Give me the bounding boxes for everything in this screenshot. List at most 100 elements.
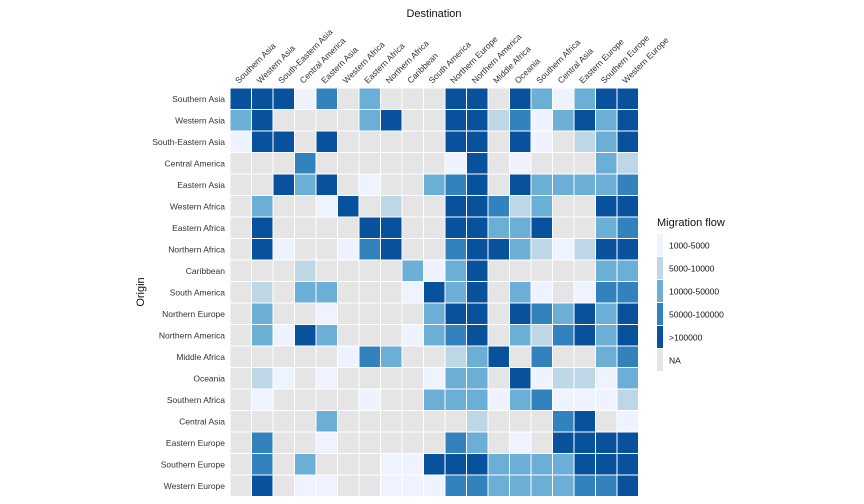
heatmap-cell-western-africa-to-central-asia [552,195,575,218]
heatmap-cell-oceania-to-central-america [294,367,317,390]
heatmap-cell-central-asia-to-eastern-africa [358,410,381,433]
heatmap-cell-eastern-europe-to-southern-europe [595,431,618,454]
heatmap-cell-western-europe-to-southern-africa [530,474,553,497]
heatmap-cell-eastern-africa-to-eastern-asia [315,216,338,239]
heatmap-cell-western-asia-to-south-america [423,109,446,132]
heatmap-cell-western-asia-to-northern-africa [380,109,403,132]
heatmap-cell-northern-europe-to-southern-asia [229,302,252,325]
heatmap-cell-south-america-to-southern-asia [229,281,252,304]
legend-title: Migration flow [657,217,725,229]
heatmap-cell-caribbean-to-oceania [509,259,532,282]
heatmap-cell-southern-africa-to-eastern-europe [573,388,596,411]
heatmap-cell-northern-africa-to-western-africa [337,238,360,261]
heatmap-cell-eastern-europe-to-central-america [294,431,317,454]
heatmap-cell-eastern-asia-to-eastern-africa [358,173,381,196]
heatmap-cell-oceania-to-eastern-africa [358,367,381,390]
heatmap-cell-eastern-africa-to-western-asia [251,216,274,239]
heatmap-cell-southern-asia-to-eastern-europe [573,87,596,110]
heatmap-cell-southern-asia-to-western-europe [616,87,639,110]
legend-item-na: NA [657,349,681,371]
heatmap-cell-eastern-europe-to-northern-america [466,431,489,454]
heatmap-cell-southern-europe-to-central-asia [552,453,575,476]
heatmap-cell-northern-europe-to-southern-africa [530,302,553,325]
heatmap-cell-eastern-asia-to-caribbean [401,173,424,196]
heatmap-cell-western-africa-to-western-europe [616,195,639,218]
heatmap-cell-south-eastern-asia-to-central-america [294,130,317,153]
heatmap-cell-southern-asia-to-northern-europe [444,87,467,110]
heatmap-cell-south-america-to-eastern-europe [573,281,596,304]
heatmap-cell-southern-europe-to-south-america [423,453,446,476]
heatmap-cell-northern-europe-to-northern-africa [380,302,403,325]
heatmap-cell-eastern-europe-to-central-asia [552,431,575,454]
heatmap-cell-eastern-africa-to-western-europe [616,216,639,239]
heatmap-cell-eastern-europe-to-southern-africa [530,431,553,454]
heatmap-cell-western-asia-to-central-asia [552,109,575,132]
heatmap-cell-south-america-to-western-africa [337,281,360,304]
legend-item-1000-5000: 1000-5000 [657,234,710,256]
heatmap-cell-oceania-to-oceania [509,367,532,390]
heatmap-cell-eastern-europe-to-northern-africa [380,431,403,454]
heatmap-cell-central-asia-to-western-asia [251,410,274,433]
heatmap-cell-southern-asia-to-oceania [509,87,532,110]
heatmap-cell-oceania-to-southern-africa [530,367,553,390]
heatmap-cell-eastern-europe-to-northern-europe [444,431,467,454]
heatmap-cell-western-africa-to-central-america [294,195,317,218]
y-tick-label: Eastern Africa [172,223,225,233]
heatmap-cell-eastern-europe-to-caribbean [401,431,424,454]
heatmap-cell-eastern-asia-to-northern-europe [444,173,467,196]
legend-label: 1000-5000 [669,241,710,251]
heatmap-cell-eastern-asia-to-northern-africa [380,173,403,196]
heatmap-cell-oceania-to-western-europe [616,367,639,390]
heatmap-cell-south-america-to-central-america [294,281,317,304]
heatmap-cell-southern-africa-to-eastern-asia [315,388,338,411]
heatmap-cell-eastern-europe-to-middle-africa [487,431,510,454]
heatmap-cell-northern-europe-to-northern-europe [444,302,467,325]
heatmap-cell-south-eastern-asia-to-central-asia [552,130,575,153]
heatmap-cell-western-asia-to-northern-america [466,109,489,132]
heatmap-cell-south-eastern-asia-to-southern-europe [595,130,618,153]
heatmap-cell-caribbean-to-south-america [423,259,446,282]
heatmap-cell-northern-america-to-northern-europe [444,324,467,347]
heatmap-cell-northern-america-to-western-europe [616,324,639,347]
heatmap-cell-south-america-to-eastern-africa [358,281,381,304]
heatmap-cell-northern-africa-to-eastern-europe [573,238,596,261]
heatmap-cell-central-america-to-caribbean [401,152,424,175]
legend-swatch [657,234,663,256]
heatmap-cell-central-asia-to-northern-africa [380,410,403,433]
heatmap-cell-central-asia-to-middle-africa [487,410,510,433]
heatmap-cell-oceania-to-southern-europe [595,367,618,390]
heatmap-cell-northern-africa-to-south-eastern-asia [272,238,295,261]
heatmap-cell-northern-europe-to-western-europe [616,302,639,325]
heatmap-cell-southern-africa-to-southern-asia [229,388,252,411]
heatmap-cell-oceania-to-eastern-asia [315,367,338,390]
heatmap-cell-northern-america-to-middle-africa [487,324,510,347]
heatmap-cell-southern-asia-to-western-africa [337,87,360,110]
heatmap-cell-northern-america-to-south-eastern-asia [272,324,295,347]
heatmap-cell-caribbean-to-southern-africa [530,259,553,282]
heatmap-cell-eastern-africa-to-south-eastern-asia [272,216,295,239]
heatmap-cell-western-asia-to-oceania [509,109,532,132]
y-tick-label: Southern Africa [167,395,225,405]
heatmap-cell-northern-africa-to-south-america [423,238,446,261]
heatmap-cell-central-asia-to-caribbean [401,410,424,433]
heatmap-cell-western-africa-to-eastern-asia [315,195,338,218]
heatmap-cell-northern-africa-to-caribbean [401,238,424,261]
heatmap-cell-south-america-to-eastern-asia [315,281,338,304]
heatmap-cell-southern-europe-to-western-asia [251,453,274,476]
heatmap-cell-northern-africa-to-northern-africa [380,238,403,261]
heatmap-cell-southern-africa-to-oceania [509,388,532,411]
heatmap-cell-caribbean-to-eastern-africa [358,259,381,282]
heatmap-cell-northern-america-to-caribbean [401,324,424,347]
heatmap-cell-eastern-asia-to-western-africa [337,173,360,196]
heatmap-cell-northern-africa-to-middle-africa [487,238,510,261]
heatmap-cell-western-europe-to-south-america [423,474,446,497]
heatmap-cell-southern-asia-to-eastern-africa [358,87,381,110]
heatmap-cell-western-europe-to-middle-africa [487,474,510,497]
heatmap-cell-eastern-europe-to-south-america [423,431,446,454]
heatmap-cell-eastern-europe-to-western-asia [251,431,274,454]
heatmap-cell-oceania-to-central-asia [552,367,575,390]
y-tick-label: Eastern Europe [166,438,225,448]
heatmap-cell-western-europe-to-western-europe [616,474,639,497]
heatmap-cell-northern-america-to-oceania [509,324,532,347]
heatmap-cell-southern-asia-to-southern-africa [530,87,553,110]
